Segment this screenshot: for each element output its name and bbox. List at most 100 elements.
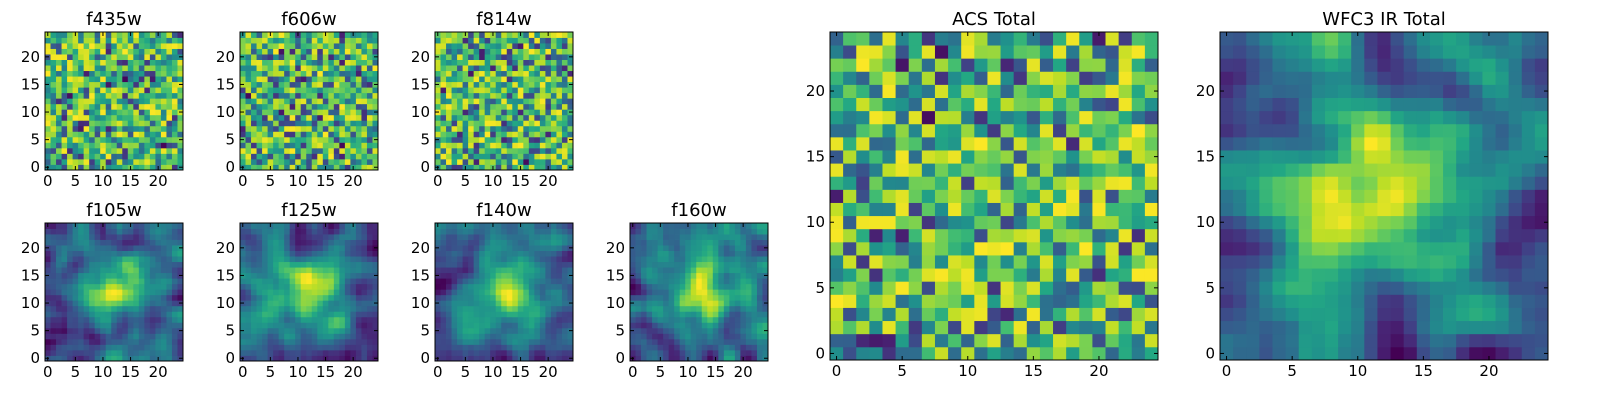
heatmap-cell	[322, 228, 329, 235]
heatmap-cell	[734, 349, 741, 356]
heatmap-cell	[160, 327, 167, 334]
heatmap-cell	[251, 311, 257, 318]
heatmap-cell	[534, 76, 541, 83]
heatmap-cell	[506, 327, 513, 334]
heatmap-cell	[556, 272, 563, 279]
heatmap-cell	[177, 114, 184, 121]
heatmap-cell	[506, 333, 513, 340]
heatmap-cell	[83, 272, 90, 279]
heatmap-cell	[245, 125, 252, 132]
heatmap-cell	[372, 338, 379, 345]
heatmap-cell	[56, 250, 62, 257]
heatmap-cell	[160, 250, 167, 257]
heatmap-cell	[155, 294, 162, 301]
heatmap-cell	[734, 344, 741, 351]
heatmap-cell	[322, 98, 329, 105]
heatmap-cell	[701, 250, 708, 257]
heatmap-cell	[245, 158, 252, 165]
heatmap-cell	[273, 305, 280, 312]
panel-title: ACS Total	[952, 9, 1036, 30]
heatmap-cell	[484, 305, 491, 312]
heatmap-cell	[251, 256, 257, 263]
heatmap-cell	[446, 344, 452, 351]
heatmap-cell	[895, 307, 910, 322]
heatmap-cell	[160, 103, 167, 110]
heatmap-cell	[344, 338, 351, 345]
heatmap-cell	[690, 289, 697, 296]
heatmap-cell	[267, 300, 274, 307]
heatmap-cell	[523, 245, 530, 251]
heatmap-cell	[561, 98, 568, 105]
heatmap-cell	[138, 327, 145, 334]
heatmap-cell	[149, 300, 156, 307]
heatmap-cell	[652, 234, 658, 240]
heatmap-cell	[1144, 163, 1159, 177]
heatmap-cell	[144, 245, 151, 251]
heatmap-cell	[155, 54, 162, 60]
heatmap-cell	[317, 245, 324, 251]
heatmap-cell	[646, 234, 653, 240]
heatmap-cell	[149, 114, 156, 121]
heatmap-cell	[1079, 241, 1093, 256]
heatmap-cell	[745, 228, 752, 235]
heatmap-cell	[501, 87, 508, 94]
heatmap-cell	[690, 327, 697, 334]
heatmap-cell	[506, 234, 513, 240]
heatmap-cell	[284, 294, 291, 301]
heatmap-cell	[355, 239, 362, 246]
heatmap-cell	[696, 349, 703, 356]
heatmap-cell	[317, 43, 324, 49]
heatmap-cell	[451, 327, 458, 334]
heatmap-cell	[350, 267, 357, 274]
heatmap-cell	[72, 349, 79, 356]
heatmap-cell	[506, 43, 513, 49]
heatmap-cell	[94, 256, 101, 263]
heatmap-cell	[1105, 346, 1120, 361]
heatmap-cell	[78, 228, 85, 235]
heatmap-cell	[300, 98, 307, 105]
heatmap-cell	[451, 153, 458, 160]
heatmap-cell	[435, 256, 441, 263]
heatmap-cell	[484, 250, 491, 257]
heatmap-cell	[273, 147, 280, 154]
heatmap-cell	[1026, 281, 1041, 295]
heatmap-cell	[701, 228, 708, 235]
heatmap-cell	[545, 322, 552, 329]
heatmap-cell	[61, 311, 68, 318]
heatmap-cell	[160, 37, 167, 44]
heatmap-cell	[105, 311, 112, 318]
heatmap-cell	[921, 294, 936, 308]
heatmap-cell	[273, 142, 280, 149]
heatmap-cell	[155, 153, 162, 160]
heatmap-cell	[641, 289, 647, 296]
heatmap-cell	[262, 37, 268, 44]
heatmap-cell	[67, 278, 73, 285]
heatmap-cell	[679, 228, 686, 235]
heatmap-cell	[160, 142, 167, 149]
heatmap-cell	[300, 289, 307, 296]
heatmap-cell	[328, 344, 335, 351]
heatmap-cell	[155, 278, 162, 285]
heatmap-cell	[506, 267, 513, 274]
heatmap-cell	[105, 136, 112, 143]
heatmap-cell	[523, 147, 530, 154]
heatmap-cell	[122, 120, 129, 127]
heatmap-cell	[240, 305, 246, 312]
heatmap-cell	[127, 65, 134, 72]
heatmap-cell	[961, 307, 975, 322]
heatmap-cell	[484, 114, 491, 121]
heatmap-cell	[245, 234, 252, 240]
heatmap-cell	[138, 278, 145, 285]
heatmap-cell	[830, 346, 844, 361]
heatmap-cell	[512, 294, 519, 301]
heatmap-cell	[435, 228, 441, 235]
heatmap-cell	[245, 32, 252, 38]
heatmap-cell	[506, 245, 513, 251]
heatmap-cell	[245, 98, 252, 105]
heatmap-cell	[440, 223, 447, 229]
heatmap-cell	[729, 333, 736, 340]
heatmap-cell	[517, 103, 524, 110]
heatmap-cell	[273, 32, 280, 38]
heatmap-cell	[517, 87, 524, 94]
heatmap-cell	[240, 125, 246, 132]
